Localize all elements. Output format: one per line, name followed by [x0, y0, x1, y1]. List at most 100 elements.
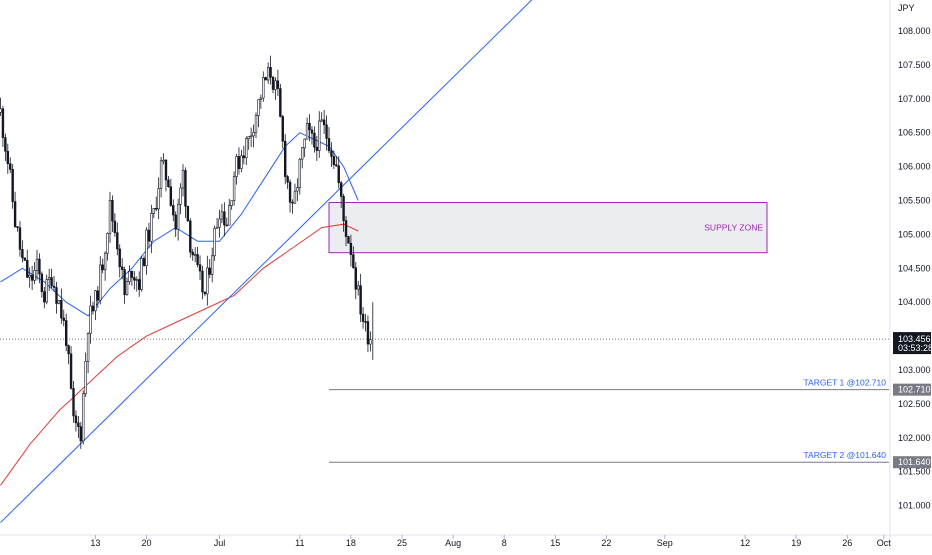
candle-body: [133, 277, 136, 281]
candle-body: [155, 208, 158, 210]
candle-body: [342, 196, 345, 221]
candle-body: [50, 277, 53, 287]
candle-body: [225, 224, 228, 227]
plot-area[interactable]: SUPPLY ZONE TARGET 1 @102.710 TARGET 2 @10…: [0, 0, 890, 523]
time-tick-label: 8: [502, 538, 507, 548]
candle-body: [364, 321, 367, 323]
candle-body: [330, 150, 333, 157]
candle-body: [322, 119, 326, 126]
candle-body: [69, 353, 73, 389]
candle-body: [308, 122, 311, 131]
candle-body: [242, 155, 246, 159]
target-1-axis-badge[interactable]: 102.710: [893, 383, 931, 396]
candle-body: [35, 258, 39, 271]
candle-body: [125, 281, 129, 296]
candle-body: [150, 213, 153, 242]
candle-body: [118, 248, 121, 268]
candle-body: [315, 146, 319, 151]
price-tick-label: 101.000: [898, 501, 931, 511]
candle-body: [4, 137, 7, 152]
candle-body: [38, 258, 41, 275]
time-tick-label: 25: [397, 538, 407, 548]
plot-clip-group: SUPPLY ZONE TARGET 1 @102.710 TARGET 2 @10…: [0, 0, 889, 523]
candle-body: [62, 317, 65, 321]
candle-body: [0, 108, 2, 113]
candle-body: [240, 155, 243, 169]
candle-body: [274, 80, 277, 90]
supply-zone-box[interactable]: [328, 202, 768, 254]
candle-body: [159, 160, 163, 189]
candle-body: [74, 415, 78, 424]
candle-body: [16, 226, 19, 229]
candle-body: [9, 163, 12, 170]
candle-body: [55, 287, 58, 304]
candle-body: [193, 254, 197, 256]
candle-body: [89, 305, 92, 334]
candle-body: [318, 120, 321, 151]
price-tick-label: 106.000: [898, 162, 931, 172]
candle-body: [169, 186, 173, 206]
candle-body: [33, 270, 36, 281]
candle-body: [45, 279, 48, 303]
candle-body: [140, 258, 143, 290]
ascending-trendline[interactable]: [0, 0, 556, 523]
candle-body: [254, 115, 258, 133]
candle-body: [18, 227, 22, 250]
candle-body: [354, 267, 357, 290]
candle-body: [13, 201, 17, 227]
candle-body: [235, 156, 238, 177]
candle-body: [218, 218, 221, 228]
candle-body: [52, 285, 56, 288]
candle-body: [77, 422, 80, 427]
target-2-axis-badge[interactable]: 101.640: [893, 456, 931, 469]
candle-body: [116, 232, 119, 250]
price-tick-label: 107.000: [898, 94, 931, 104]
current-price-countdown: 03:53:28: [898, 343, 932, 353]
candle-body: [79, 426, 83, 442]
candle-body: [305, 122, 309, 140]
candle-body: [72, 388, 75, 417]
candle-body: [11, 169, 14, 202]
candle-body: [223, 211, 226, 226]
candle-body: [60, 300, 63, 319]
candle-body: [196, 254, 199, 265]
candle-body: [172, 205, 175, 216]
candle-body: [57, 300, 61, 304]
candle-body: [86, 333, 90, 362]
candle-body: [337, 165, 340, 184]
candle-body: [320, 119, 323, 122]
candle-body: [283, 140, 287, 177]
candle-body: [310, 129, 314, 134]
candle-body: [130, 271, 134, 278]
current-price-badge-bg: [893, 332, 931, 355]
candle-body: [313, 132, 316, 148]
candle-body: [142, 258, 146, 266]
candle-body: [23, 257, 27, 261]
candle-body: [96, 290, 100, 301]
candle-body: [123, 269, 126, 296]
time-tick-label: Jul: [214, 538, 226, 548]
candle-body: [181, 170, 185, 189]
candle-body: [288, 181, 292, 203]
candle-body: [249, 135, 253, 138]
candle-body: [335, 164, 338, 167]
candle-body: [26, 259, 29, 278]
price-tick-label: 102.500: [898, 399, 931, 409]
target-1-label: TARGET 1 @102.710: [804, 378, 887, 388]
candle-body: [94, 290, 97, 312]
candle-body: [99, 264, 102, 301]
candle-body: [186, 205, 190, 222]
candle-body: [356, 285, 360, 290]
time-tick-label: 15: [550, 538, 560, 548]
candle-body: [232, 176, 236, 201]
time-tick-label: 12: [740, 538, 750, 548]
candle-body: [1, 108, 5, 138]
candle-body: [167, 179, 170, 188]
price-tick-label: 108.000: [898, 26, 931, 36]
candle-body: [135, 279, 138, 281]
time-tick-label: 20: [141, 538, 151, 548]
time-tick-label: Aug: [445, 538, 461, 548]
